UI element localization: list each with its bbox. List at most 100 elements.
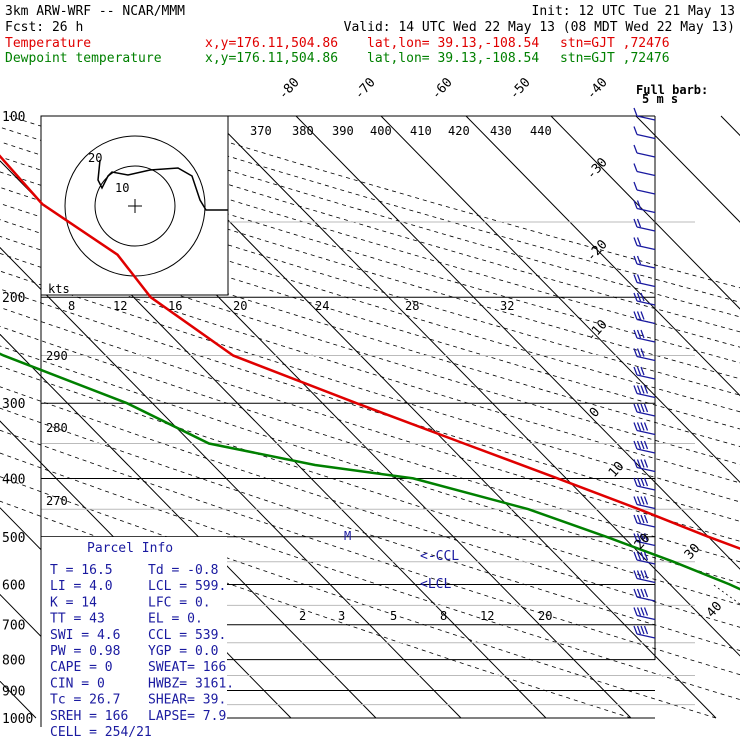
wind-barb-flag [636,551,642,561]
wind-barb-flag [640,607,645,616]
isotherm [550,115,740,310]
parcel-row-8-right: SHEAR= 39. [148,693,226,708]
wind-barb [636,633,656,639]
parcel-row-3-right: EL = 0. [148,612,203,627]
wind-barb-flag [640,403,645,413]
sounding-series [0,154,740,591]
wind-barb-flag [633,422,638,431]
isotherm-right-label-30: 30 [682,541,704,563]
wind-barb-flag [633,144,638,154]
wind-barb-flag [643,422,649,431]
model-title: 3km ARW-WRF -- NCAR/MMM [5,4,185,19]
wind-barb-flag [633,588,638,598]
isotherm-right-label--30: -30 [584,155,611,182]
temp-latlon: lat,lon= 39.13,-108.54 [367,36,539,51]
parcel-info-box [41,537,227,727]
wind-barb [636,392,656,399]
parcel-row-9-left: SREH = 166 [50,709,128,724]
wind-barb [636,300,656,306]
wind-barb [636,374,656,380]
hodo-tick-20: 20 [233,299,247,313]
wind-barb-flag [636,292,642,302]
hodo-ring [94,165,176,247]
wind-barb-flag [636,218,642,228]
thetae-label-410: 410 [410,124,432,138]
wind-barb [636,115,656,121]
isotherm [295,115,740,570]
theta-label-290: 290 [46,349,68,363]
parcel-info-title: Parcel Info [87,541,173,556]
wind-barb-flag [640,477,645,487]
wind-barb-flag [636,625,642,635]
wind-barb-flag [643,551,649,561]
pressure-label-400: 400 [2,472,25,487]
lcl-label: <LCL [420,577,451,592]
parcel-row-4-right: CCL = 539. [148,628,226,643]
wind-barb-flag [643,514,649,524]
isotherm-top-label--50: -50 [507,75,534,102]
hodo-tick-12: 12 [113,299,127,313]
wind-barb [636,244,656,251]
theta-label-270: 270 [46,494,68,508]
dew-latlon: lat,lon= 39.13,-108.54 [367,51,539,66]
hodo-ring-label-20: 20 [88,151,102,165]
wind-barb-flag [640,440,645,450]
isotherm [0,593,122,719]
wind-barb-flag [640,496,645,505]
wind-barb-flag [633,459,638,468]
parcel-row-2-right: LFC = 0. [148,595,211,610]
wind-barb-flag [640,348,645,357]
dry-adiabat [0,326,740,563]
hodo-tick-28: 28 [405,299,419,313]
wind-barb-flag [636,533,642,542]
parcel-row-6-right: SWEAT= 166 [148,660,226,675]
wind-barb-flag [636,366,642,376]
parcel-row-1-right: LCL = 599. [148,579,226,594]
pressure-label-200: 200 [2,291,25,306]
wind-barb-flag [633,237,638,246]
wind-barb-flag [633,348,638,357]
barb-legend-line2: 5 m s [642,92,678,106]
hodo-ring-label-10: 10 [115,181,129,195]
wind-barb-flag [633,477,638,487]
wind-barb-flag [633,274,638,283]
mixing-ratio-label-2: 2 [299,609,306,623]
wind-barb-flag [636,514,642,524]
wind-barb-flag [633,570,638,579]
dewpoint-legend: Dewpoint temperature [5,51,162,66]
wind-barb-flag [636,422,642,431]
thetae-label-380: 380 [292,124,314,138]
thetae-label-420: 420 [448,124,470,138]
wind-barb-flag [640,459,645,468]
wind-barb-flag [643,459,649,468]
header: 3km ARW-WRF -- NCAR/MMM Fcst: 26 h Init:… [5,4,735,106]
dewpoint-line [0,352,740,591]
isotherm-right-label--10: -10 [584,317,611,344]
temp-station: stn=GJT ,72476 [560,36,670,51]
wind-barb-flag [633,440,638,450]
wind-barb-flag [636,274,642,283]
wind-barb-flag [643,440,649,450]
wind-barb-flag [633,551,638,561]
wind-barb-flag [643,588,649,598]
wind-barb-flag [633,329,638,339]
isotherm [0,246,462,719]
wind-barb-flag [640,570,645,579]
wind-barb-flag [640,422,645,431]
wind-barb-flag [636,477,642,487]
parcel-row-2-left: K = 14 [50,595,97,610]
wind-barb-flag [640,533,645,542]
wind-barb [636,281,656,288]
wind-barb-flag [640,385,645,394]
pressure-label-700: 700 [2,619,25,634]
dew-station: stn=GJT ,72476 [560,51,670,66]
parcel-row-10-left: CELL = 254/21 [50,725,152,740]
parcel-row-5-left: PW = 0.98 [50,644,120,659]
wind-barb-flag [633,385,638,394]
wind-barb-flag [643,403,649,413]
wind-barb-flag [640,625,645,635]
wind-barb-flag [643,385,649,394]
isotherm [635,115,740,223]
wind-barb-flag [643,607,649,616]
